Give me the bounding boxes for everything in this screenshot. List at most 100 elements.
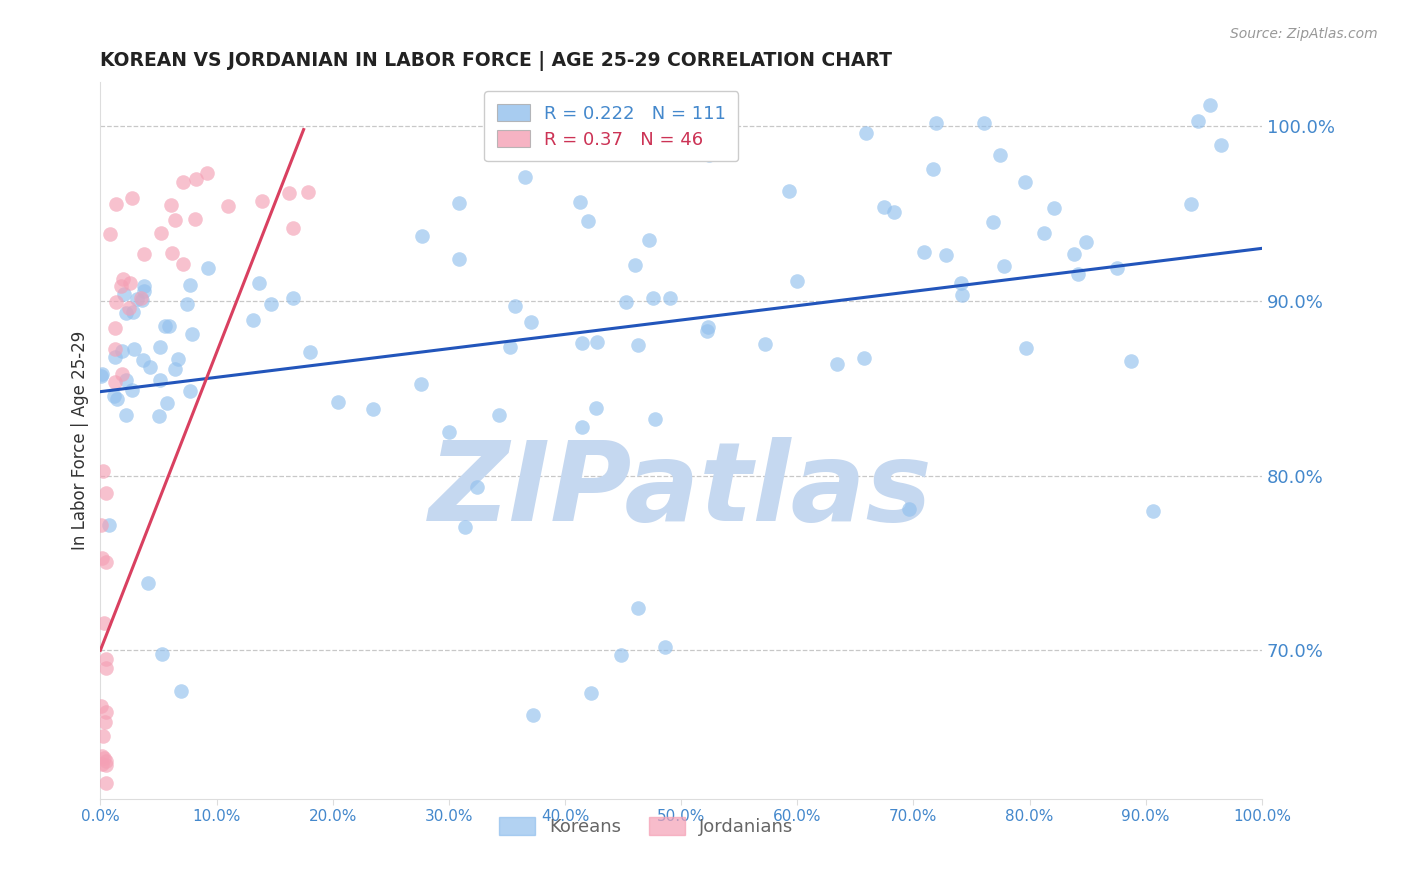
Point [195, 166, 218, 180]
Point [925, 116, 948, 130]
Point [184, 172, 207, 186]
Point [93, 750, 115, 764]
Point [1014, 175, 1036, 189]
Point [659, 291, 682, 305]
Point [624, 258, 647, 272]
Point [614, 294, 637, 309]
Point [90, 698, 112, 713]
Point [447, 196, 470, 211]
Point [131, 293, 153, 307]
Point [122, 305, 145, 319]
Point [298, 345, 321, 359]
Point [571, 419, 593, 434]
Point [569, 194, 592, 209]
Point [94, 661, 117, 675]
Point [132, 352, 155, 367]
Point [1180, 197, 1202, 211]
Point [247, 276, 270, 290]
Point [155, 396, 177, 410]
Point [105, 294, 128, 309]
Point [115, 306, 138, 320]
Point [129, 291, 152, 305]
Point [610, 648, 633, 662]
Point [172, 257, 194, 271]
Point [217, 199, 239, 213]
Point [641, 291, 664, 305]
Point [121, 383, 143, 397]
Point [873, 200, 896, 214]
Point [103, 375, 125, 389]
Point [363, 401, 385, 416]
Point [165, 362, 187, 376]
Point [1107, 261, 1129, 276]
Point [104, 351, 127, 365]
Point [1033, 226, 1056, 240]
Point [165, 212, 187, 227]
Point [623, 64, 645, 78]
Point [90, 368, 112, 383]
Point [170, 684, 193, 698]
Point [519, 315, 541, 329]
Point [1067, 267, 1090, 281]
Point [149, 340, 172, 354]
Point [1043, 201, 1066, 215]
Point [122, 342, 145, 356]
Point [111, 272, 134, 286]
Point [104, 321, 127, 335]
Point [585, 401, 607, 416]
Legend: Koreans, Jordanians: Koreans, Jordanians [492, 810, 801, 844]
Point [111, 368, 134, 382]
Point [179, 277, 201, 292]
Point [1019, 52, 1042, 66]
Point [98, 227, 121, 241]
Point [488, 408, 510, 422]
Point [197, 261, 219, 276]
Text: KOREAN VS JORDANIAN IN LABOR FORCE | AGE 25-29 CORRELATION CHART: KOREAN VS JORDANIAN IN LABOR FORCE | AGE… [100, 51, 893, 70]
Point [127, 292, 149, 306]
Point [297, 186, 319, 200]
Point [852, 351, 875, 365]
Point [1199, 98, 1222, 112]
Point [155, 319, 177, 334]
Point [115, 373, 138, 387]
Point [103, 389, 125, 403]
Point [328, 394, 350, 409]
Point [696, 324, 718, 338]
Point [176, 297, 198, 311]
Point [1074, 235, 1097, 249]
Point [571, 336, 593, 351]
Point [950, 276, 973, 290]
Point [278, 186, 301, 201]
Point [950, 287, 973, 301]
Point [134, 246, 156, 260]
Point [105, 197, 128, 211]
Point [1119, 353, 1142, 368]
Point [638, 233, 661, 247]
Point [644, 411, 666, 425]
Point [1211, 138, 1233, 153]
Point [579, 685, 602, 699]
Point [150, 227, 173, 241]
Point [94, 486, 117, 500]
Point [150, 647, 173, 661]
Point [157, 318, 180, 333]
Point [160, 198, 183, 212]
Point [586, 334, 609, 349]
Point [515, 169, 537, 184]
Point [627, 338, 650, 352]
Point [181, 327, 204, 342]
Point [184, 212, 207, 227]
Point [699, 148, 721, 162]
Point [990, 147, 1012, 161]
Point [90, 517, 112, 532]
Point [981, 215, 1004, 229]
Point [696, 319, 718, 334]
Point [94, 706, 117, 720]
Point [1063, 247, 1085, 261]
Point [825, 357, 848, 371]
Point [132, 284, 155, 298]
Point [91, 729, 114, 743]
Point [139, 359, 162, 374]
Y-axis label: In Labor Force | Age 25-29: In Labor Force | Age 25-29 [72, 331, 89, 550]
Point [242, 312, 264, 326]
